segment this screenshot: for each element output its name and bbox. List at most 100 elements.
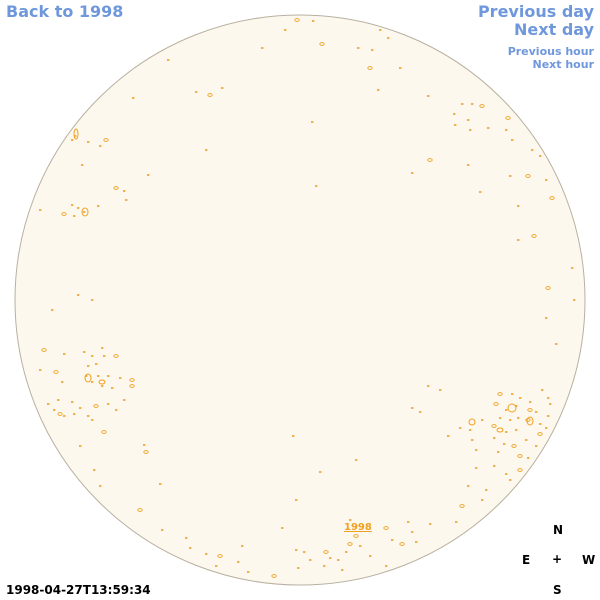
contour-mark <box>319 471 322 473</box>
contour-loop <box>526 416 534 426</box>
contour-mark <box>319 42 325 46</box>
contour-mark <box>63 353 66 355</box>
contour-mark <box>189 547 192 549</box>
contour-mark <box>353 534 359 538</box>
contour-mark <box>527 457 530 459</box>
contour-mark <box>359 545 362 547</box>
contour-mark <box>509 479 512 481</box>
contour-mark <box>505 431 508 433</box>
contour-mark <box>129 378 135 382</box>
contour-mark <box>439 389 442 391</box>
contour-mark <box>71 204 74 206</box>
contour-mark <box>103 138 109 142</box>
contour-mark <box>247 571 250 573</box>
contour-mark <box>497 392 503 396</box>
contour-mark <box>295 549 298 551</box>
contour-mark <box>205 149 208 151</box>
contour-mark <box>195 91 198 93</box>
contour-mark <box>485 489 488 491</box>
contour-mark <box>455 521 458 523</box>
contour-mark <box>525 439 528 441</box>
contour-mark <box>101 430 107 434</box>
previous-day-link[interactable]: Previous day <box>477 2 594 21</box>
contour-mark <box>493 402 499 406</box>
contour-mark <box>467 164 470 166</box>
contour-mark <box>539 155 542 157</box>
contour-mark <box>71 139 74 141</box>
contour-mark <box>531 149 534 151</box>
contour-mark <box>505 473 508 475</box>
contour-mark <box>511 393 514 395</box>
contour-mark <box>541 389 544 391</box>
contour-mark <box>71 401 74 403</box>
contour-mark <box>454 124 457 126</box>
contour-mark <box>367 66 373 70</box>
contour-mark <box>505 116 511 120</box>
contour-mark <box>107 403 110 405</box>
contour-mark <box>57 412 63 416</box>
contour-mark <box>107 375 110 377</box>
contour-mark <box>167 59 170 61</box>
contour-mark <box>479 104 485 108</box>
contour-mark <box>573 299 576 301</box>
contour-mark <box>53 409 56 411</box>
contour-mark <box>525 174 531 178</box>
contour-mark <box>547 397 550 399</box>
contour-mark <box>161 529 164 531</box>
contour-loop <box>496 427 504 433</box>
contour-mark <box>123 190 126 192</box>
contour-mark <box>411 531 414 533</box>
contour-mark <box>207 93 213 97</box>
contour-mark <box>467 485 470 487</box>
observation-timestamp: 1998-04-27T13:59:34 <box>6 583 151 597</box>
previous-hour-link[interactable]: Previous hour <box>507 45 594 58</box>
contour-mark <box>74 135 77 137</box>
contour-mark <box>41 348 47 352</box>
contour-mark <box>459 427 462 429</box>
contour-mark <box>241 545 244 547</box>
contour-mark <box>511 139 514 141</box>
contour-mark <box>101 385 104 387</box>
next-day-link[interactable]: Next day <box>514 20 594 39</box>
contour-mark <box>535 411 538 413</box>
contour-mark <box>427 95 430 97</box>
contour-mark <box>503 443 506 445</box>
contour-mark <box>39 209 42 211</box>
contour-mark <box>471 439 474 441</box>
contour-mark <box>99 145 102 147</box>
contour-mark <box>77 294 80 296</box>
contour-mark <box>95 363 98 365</box>
year-link[interactable]: 1998 <box>344 522 372 533</box>
contour-mark <box>61 381 64 383</box>
contour-mark <box>297 567 300 569</box>
solar-disk <box>14 14 586 586</box>
next-hour-link[interactable]: Next hour <box>532 58 595 71</box>
contour-mark <box>467 119 470 121</box>
contour-mark <box>159 483 162 485</box>
contour-mark <box>391 539 394 541</box>
contour-mark <box>469 429 472 431</box>
contour-mark <box>517 454 523 458</box>
contour-mark <box>547 415 550 417</box>
back-to-year-link[interactable]: Back to 1998 <box>6 2 124 21</box>
contour-mark <box>447 435 450 437</box>
contour-mark <box>497 451 500 453</box>
contour-mark <box>215 565 218 567</box>
contour-mark <box>303 551 306 553</box>
contour-mark <box>99 485 102 487</box>
contour-mark <box>123 399 126 401</box>
contour-mark <box>111 387 114 389</box>
contour-mark <box>83 351 86 353</box>
contour-mark <box>555 343 558 345</box>
contour-mark <box>471 103 474 105</box>
contour-mark <box>511 444 517 448</box>
contour-mark <box>355 459 358 461</box>
contour-mark <box>407 521 410 523</box>
contour-mark <box>309 559 312 561</box>
contour-mark <box>125 199 128 201</box>
contour-mark <box>517 417 520 419</box>
contour-mark <box>73 215 76 217</box>
contour-mark <box>337 559 340 561</box>
contour-mark <box>129 384 135 388</box>
contour-mark <box>271 574 277 578</box>
